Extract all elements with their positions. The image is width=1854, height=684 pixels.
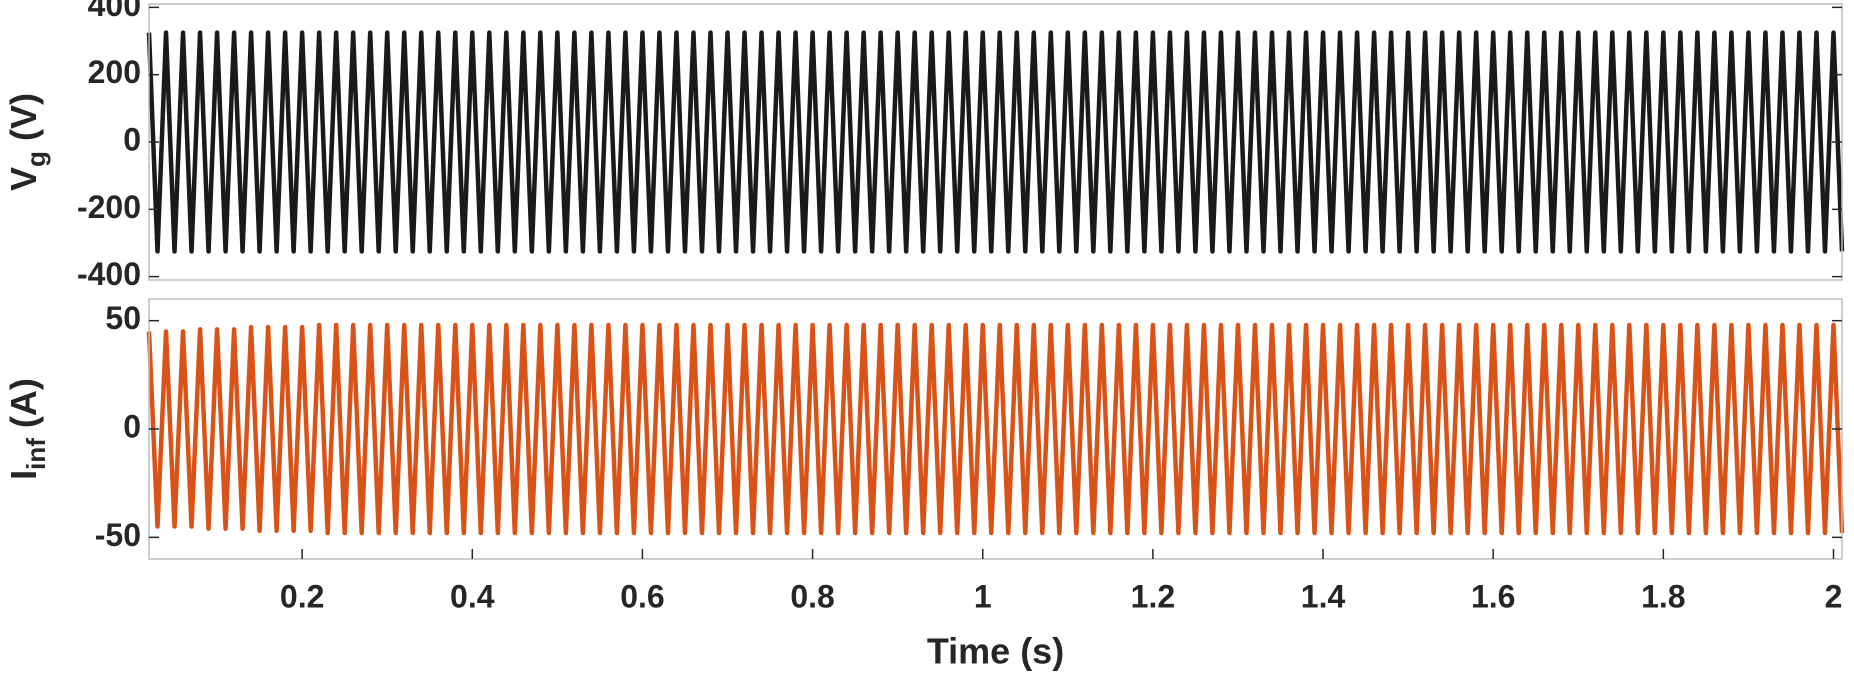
y-tick-label: 400 [88,0,141,23]
y-label-space [3,428,44,438]
signal-line [146,30,1845,254]
y-label-space [3,141,44,151]
x-tick-label: 0.6 [620,578,664,614]
x-tick-label: 2 [1825,578,1843,614]
x-tick-label: 1.4 [1301,578,1346,614]
x-tick-label: 1.8 [1641,578,1685,614]
x-tick-label: 0.2 [280,578,324,614]
x-axis-label: Time (s) [927,631,1064,672]
y-tick-label: -200 [77,189,141,225]
y-label-main: I [3,470,44,480]
y-label-subscript: g [21,151,51,167]
y-tick-label: 0 [123,408,141,444]
y-tick-label: 0 [123,121,141,157]
y-tick-label: -50 [95,517,141,553]
y-axis-label: Iinf (A) [3,378,51,480]
x-tick-label: 1 [974,578,992,614]
x-tick-label: 0.4 [450,578,495,614]
y-tick-label: 50 [105,300,141,336]
y-tick-label: 200 [88,54,141,90]
y-label-subscript: inf [21,438,51,470]
x-tick-label: 0.8 [790,578,834,614]
y-label-unit: (V) [3,93,44,141]
y-tick-label: -400 [77,256,141,292]
x-tick-label: 1.2 [1131,578,1175,614]
x-tick-label: 1.6 [1471,578,1515,614]
y-axis-label: Vg (V) [3,93,51,191]
signal-line [146,322,1845,536]
y-label-unit: (A) [3,378,44,428]
y-label-main: V [3,167,44,191]
